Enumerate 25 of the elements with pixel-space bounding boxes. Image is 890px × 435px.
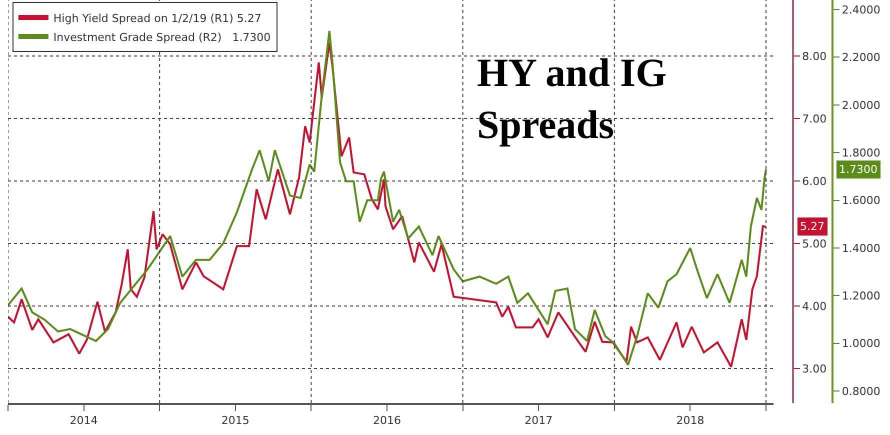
y-tick-label: 8.00	[802, 50, 827, 64]
y-tick-label: 5.00	[802, 238, 827, 251]
y-tick-label: 3.00	[802, 362, 827, 376]
text: 5.27	[800, 220, 824, 233]
y2-tick-label: 2.0000	[842, 98, 880, 112]
y2-tick-label: 1.2000	[842, 290, 880, 303]
y2-tick-label: 0.8000	[842, 384, 880, 398]
text: HY and IG Spreads	[477, 50, 667, 147]
y-tick-label: 4.00	[802, 300, 827, 314]
y2-tick-label: 2.4000	[842, 3, 880, 16]
legend-label: Investment Grade Spread (R2) 1.7300	[53, 30, 271, 44]
y-tick-label: 6.00	[802, 175, 827, 188]
x-tick-label: 2016	[373, 414, 401, 428]
y-tick-label: 7.00	[802, 112, 827, 126]
x-tick-label: 2017	[524, 414, 553, 428]
x-tick-label: 2014	[70, 414, 98, 428]
legend-label: High Yield Spread on 1/2/19 (R1) 5.27	[53, 12, 262, 25]
y2-tick-label: 1.0000	[842, 337, 880, 350]
text: 1.7300	[839, 163, 878, 176]
y2-tick-label: 2.2000	[842, 51, 880, 64]
y2-tick-label: 1.6000	[842, 194, 880, 208]
y2-tick-label: 1.4000	[842, 242, 880, 255]
x-tick-label: 2015	[221, 414, 250, 428]
y2-tick-label: 1.8000	[842, 146, 880, 160]
x-tick-label: 2018	[676, 414, 704, 428]
